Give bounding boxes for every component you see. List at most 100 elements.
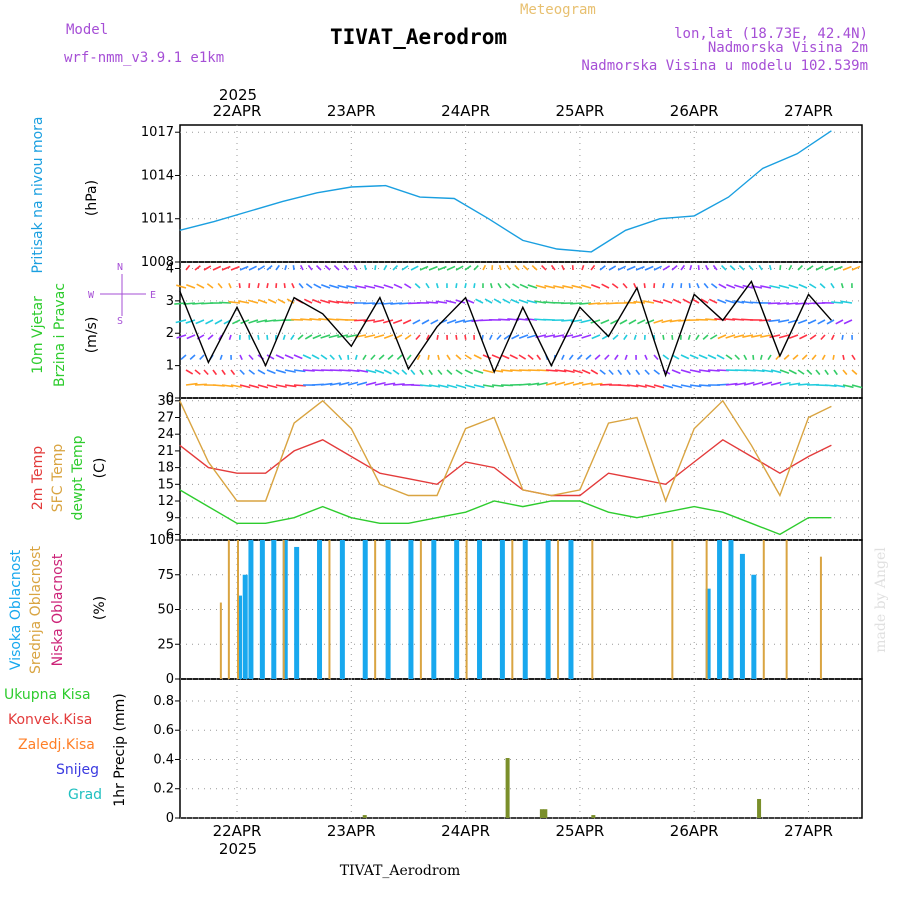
wind-arrow bbox=[247, 299, 259, 304]
date-label-top: 26APR bbox=[670, 102, 719, 120]
wind-arrow bbox=[572, 369, 583, 374]
wind-arrow bbox=[257, 283, 260, 289]
wind-arrow bbox=[315, 264, 322, 271]
wind-arrow bbox=[275, 369, 286, 374]
wind-arrow bbox=[842, 369, 848, 376]
cloud-bar bbox=[237, 595, 242, 679]
model-elevation: Nadmorska Visina u modelu 102.539m bbox=[581, 58, 868, 74]
legend-snow: Snijeg bbox=[56, 762, 99, 778]
wind-arrow bbox=[473, 264, 479, 271]
elevation: Nadmorska Visina 2m bbox=[708, 40, 868, 56]
wind-arrow bbox=[454, 319, 466, 324]
wind-arrow bbox=[778, 334, 790, 339]
wind-label-2: Brzina i Pravac bbox=[52, 283, 68, 387]
wind-arrow bbox=[383, 264, 388, 271]
wind-arrow bbox=[266, 354, 275, 360]
wind-arrow bbox=[581, 264, 585, 271]
cloud-ytick: 50 bbox=[157, 603, 174, 618]
wind-arrow bbox=[604, 354, 610, 361]
wind-arrow bbox=[455, 283, 458, 289]
wind-arrow bbox=[212, 265, 222, 271]
wind-arrow bbox=[239, 384, 251, 389]
wind-arrow bbox=[347, 369, 360, 373]
wind-label-1: 10m Vjetar bbox=[30, 296, 46, 374]
temperature-ytick: 24 bbox=[157, 427, 174, 442]
compass-e: E bbox=[150, 290, 156, 301]
wind-arrow bbox=[576, 354, 583, 361]
cloud-bar bbox=[739, 553, 745, 679]
wind-arrow bbox=[599, 369, 606, 375]
wind-arrow bbox=[633, 282, 637, 289]
compass-rose: N W E S bbox=[88, 262, 156, 327]
wind-arrow bbox=[671, 283, 674, 289]
wind-arrow bbox=[392, 319, 403, 325]
wind-arrow bbox=[312, 334, 322, 340]
wind-arrow bbox=[758, 264, 763, 271]
wind-arrow bbox=[695, 334, 700, 341]
cloud-ytick: 100 bbox=[149, 533, 174, 548]
cloud-bar bbox=[374, 540, 377, 679]
precip-frame bbox=[179, 678, 863, 819]
cloud-bar bbox=[317, 540, 323, 679]
wind-arrow bbox=[491, 384, 504, 388]
wind-arrow bbox=[563, 381, 575, 386]
wind-arrow bbox=[617, 369, 623, 376]
credit: made by Angel bbox=[873, 547, 889, 653]
wind-arrow bbox=[426, 301, 439, 304]
legend-freezing: Zaledj.Kisa bbox=[18, 737, 95, 753]
wind-ytick: 1 bbox=[166, 359, 174, 374]
wind-arrow bbox=[437, 265, 447, 271]
wind-arrow bbox=[328, 300, 340, 304]
wind-arrow bbox=[840, 283, 844, 289]
wind-arrow bbox=[519, 283, 529, 289]
wind-arrow bbox=[482, 264, 487, 271]
wind-arrow bbox=[707, 354, 717, 360]
wind-arrow bbox=[300, 318, 313, 321]
wind-arrow bbox=[643, 300, 655, 304]
wind-arrow bbox=[500, 369, 513, 373]
wind-arrow bbox=[611, 283, 619, 289]
wind-arrow bbox=[180, 354, 187, 360]
wind-arrow bbox=[662, 283, 665, 289]
temperature-ytick: 15 bbox=[157, 477, 174, 492]
wind-arrow bbox=[617, 265, 627, 271]
wind-arrow bbox=[378, 354, 385, 360]
wind-arrow bbox=[230, 369, 236, 376]
wind-arrow bbox=[842, 354, 845, 360]
wind-arrow bbox=[455, 334, 458, 340]
wind-arrow bbox=[320, 354, 328, 360]
wind-arrow bbox=[221, 265, 231, 271]
wind-arrow bbox=[473, 283, 476, 289]
wind-arrow bbox=[581, 284, 592, 289]
cloud-bar bbox=[545, 540, 551, 679]
wind-arrow bbox=[680, 354, 690, 360]
wind-arrow bbox=[346, 334, 358, 338]
wind-arrow bbox=[700, 298, 709, 304]
wind-arrow bbox=[590, 382, 603, 386]
wind-arrow bbox=[760, 285, 772, 289]
wind-arrow bbox=[302, 354, 312, 360]
wind-arrow bbox=[428, 265, 438, 271]
wind-arrow bbox=[786, 302, 799, 305]
wind-arrow bbox=[419, 265, 429, 271]
wind-arrow bbox=[619, 319, 628, 325]
wind-arrow bbox=[373, 319, 385, 323]
wind-arrow bbox=[553, 334, 565, 338]
cloud-bar bbox=[408, 540, 414, 679]
wind-arrow bbox=[455, 369, 463, 375]
wind-arrow bbox=[455, 354, 462, 360]
wind-arrow bbox=[392, 383, 405, 386]
wind-arrow bbox=[734, 382, 747, 386]
wind-arrow bbox=[733, 299, 745, 304]
wind-arrow bbox=[419, 369, 424, 376]
wind-arrow bbox=[199, 354, 205, 361]
wind-arrow bbox=[526, 334, 538, 339]
wind-arrow bbox=[293, 354, 303, 360]
wind-arrow bbox=[239, 354, 243, 361]
wind-arrow bbox=[284, 265, 288, 271]
wind-arrow bbox=[387, 354, 394, 360]
wind-arrow bbox=[562, 334, 574, 338]
wind-arrow bbox=[293, 369, 306, 373]
pressure-ytick: 1014 bbox=[141, 168, 174, 183]
wind-arrow bbox=[393, 283, 403, 289]
